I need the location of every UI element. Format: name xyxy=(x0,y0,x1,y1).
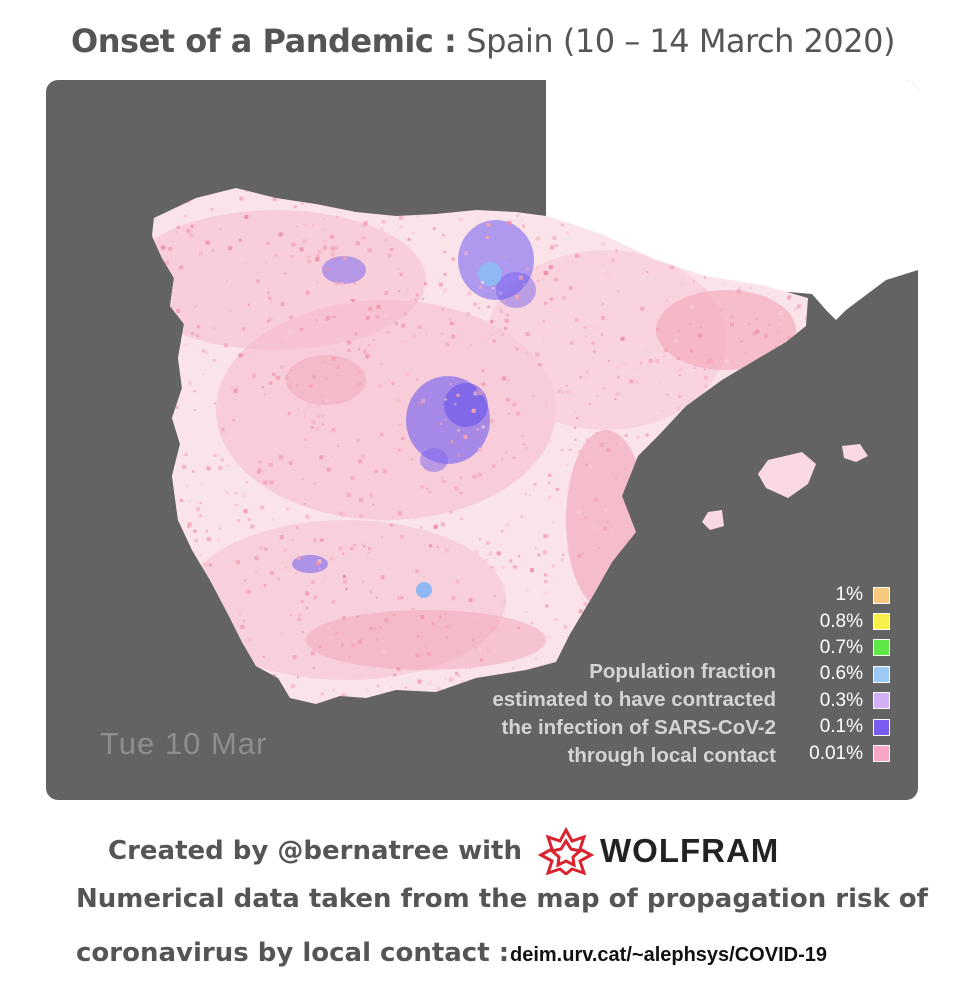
legend-row: 0.8% xyxy=(790,608,890,634)
legend-label: 0.7% xyxy=(819,636,863,658)
legend-row: 0.6% xyxy=(790,661,890,687)
hotspot-basque-navarre xyxy=(458,220,534,300)
hotspot-basque-core xyxy=(478,262,502,286)
hotspot-andalusia xyxy=(416,582,432,598)
spain-map xyxy=(152,80,918,704)
page-title: Onset of a Pandemic : Spain (10 – 14 Marc… xyxy=(0,22,966,60)
legend-swatch xyxy=(873,718,890,736)
legend-swatch xyxy=(873,639,890,657)
caption-line: estimated to have contracted xyxy=(492,688,776,711)
legend-row: 1% xyxy=(790,582,890,608)
source-line-1: Numerical data taken from the map of pro… xyxy=(76,884,928,914)
legend-swatch xyxy=(873,745,890,763)
legend-caption: Population fraction estimated to have co… xyxy=(492,658,776,770)
legend-row: 0.7% xyxy=(790,635,890,661)
title-place: Spain (10 – 14 March 2020) xyxy=(466,22,895,60)
caption-line: the infection of SARS-CoV-2 xyxy=(501,716,776,739)
color-legend: 1% 0.8% 0.7% 0.6% 0.3% 0.1% 0.01% xyxy=(790,582,890,767)
date-label: Tue 10 Mar xyxy=(100,726,268,761)
legend-label: 0.01% xyxy=(809,742,863,764)
caption-line: through local contact xyxy=(567,744,776,767)
source-line-2: coronavirus by local contact : xyxy=(76,938,510,968)
wolfram-logo-icon xyxy=(538,827,594,875)
legend-label: 0.3% xyxy=(819,689,863,711)
source-url: deim.urv.cat/~alephsys/COVID-19 xyxy=(510,944,827,966)
hotspot-galicia-asturias xyxy=(322,256,366,284)
wolfram-wordmark: WOLFRAM xyxy=(600,832,780,869)
legend-swatch xyxy=(873,613,890,631)
credit-line: Created by @bernatree with WOLFRAM xyxy=(0,827,966,875)
caption-line: Population fraction xyxy=(589,660,776,683)
legend-row: 0.3% xyxy=(790,688,890,714)
legend-swatch xyxy=(873,665,890,683)
legend-swatch xyxy=(873,692,890,710)
legend-label: 0.6% xyxy=(819,663,863,685)
balearic-islands xyxy=(702,444,868,530)
legend-label: 0.1% xyxy=(819,716,863,738)
legend-row: 0.01% xyxy=(790,740,890,766)
map-panel: Tue 10 Mar Population fraction estimated… xyxy=(46,80,918,800)
spain-density-layer xyxy=(152,210,796,680)
legend-row: 0.1% xyxy=(790,714,890,740)
credit-text: Created by @bernatree with xyxy=(108,836,522,866)
legend-swatch xyxy=(873,586,890,604)
legend-label: 1% xyxy=(835,584,863,606)
title-main: Onset of a Pandemic : xyxy=(71,22,457,60)
legend-label: 0.8% xyxy=(819,610,863,632)
